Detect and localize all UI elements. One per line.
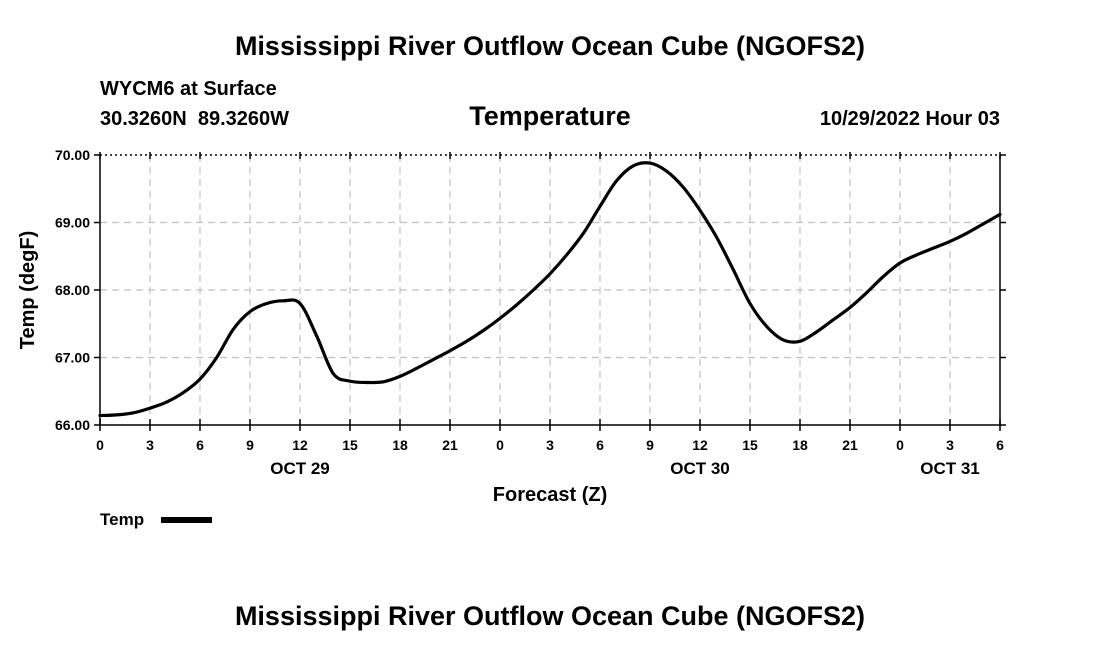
y-tick-label: 68.00 bbox=[55, 282, 90, 298]
x-tick-label: 12 bbox=[292, 437, 308, 453]
x-tick-label: 15 bbox=[342, 437, 358, 453]
x-tick-label: 3 bbox=[146, 437, 154, 453]
x-tick-label: 15 bbox=[742, 437, 758, 453]
axis-ticks bbox=[94, 152, 1006, 431]
x-tick-label: 9 bbox=[646, 437, 654, 453]
x-tick-label: 21 bbox=[842, 437, 858, 453]
grid-lines bbox=[100, 155, 1000, 425]
x-tick-label: 18 bbox=[392, 437, 408, 453]
tick-labels: 66.00 67.00 68.00 69.00 70.00 0 3 6 9 12 15 18 21 0 3 6… bbox=[55, 147, 1004, 478]
x-tick-label: 0 bbox=[96, 437, 104, 453]
forecast-datetime: 10/29/2022 Hour 03 bbox=[820, 108, 1000, 130]
day-label: OCT 31 bbox=[920, 459, 980, 478]
legend: Temp bbox=[100, 510, 212, 529]
x-tick-label: 0 bbox=[896, 437, 904, 453]
station-label: WYCM6 at Surface bbox=[100, 78, 277, 100]
x-tick-label: 3 bbox=[946, 437, 954, 453]
day-label: OCT 29 bbox=[270, 459, 330, 478]
y-tick-label: 67.00 bbox=[55, 350, 90, 366]
y-tick-label: 69.00 bbox=[55, 215, 90, 231]
x-tick-label: 6 bbox=[596, 437, 604, 453]
x-tick-label: 3 bbox=[546, 437, 554, 453]
y-axis-label: Temp (degF) bbox=[17, 231, 39, 350]
x-tick-label: 21 bbox=[442, 437, 458, 453]
series-layer bbox=[98, 161, 1002, 418]
y-tick-label: 66.00 bbox=[55, 417, 90, 433]
y-tick-label: 70.00 bbox=[55, 147, 90, 163]
day-label: OCT 30 bbox=[670, 459, 730, 478]
x-tick-label: 9 bbox=[246, 437, 254, 453]
x-tick-label: 0 bbox=[496, 437, 504, 453]
x-tick-label: 18 bbox=[792, 437, 808, 453]
series-line-temp bbox=[98, 161, 1002, 418]
coordinates-label: 30.3260N 89.3260W bbox=[100, 108, 289, 130]
x-tick-label: 12 bbox=[692, 437, 708, 453]
x-tick-label: 6 bbox=[996, 437, 1004, 453]
legend-swatch bbox=[161, 517, 212, 523]
x-axis-label: Forecast (Z) bbox=[493, 484, 607, 506]
legend-label: Temp bbox=[100, 510, 144, 529]
main-title: Mississippi River Outflow Ocean Cube (NG… bbox=[235, 31, 865, 61]
chart-title: Temperature bbox=[469, 101, 631, 131]
x-tick-label: 6 bbox=[196, 437, 204, 453]
footer-title: Mississippi River Outflow Ocean Cube (NG… bbox=[235, 601, 865, 631]
